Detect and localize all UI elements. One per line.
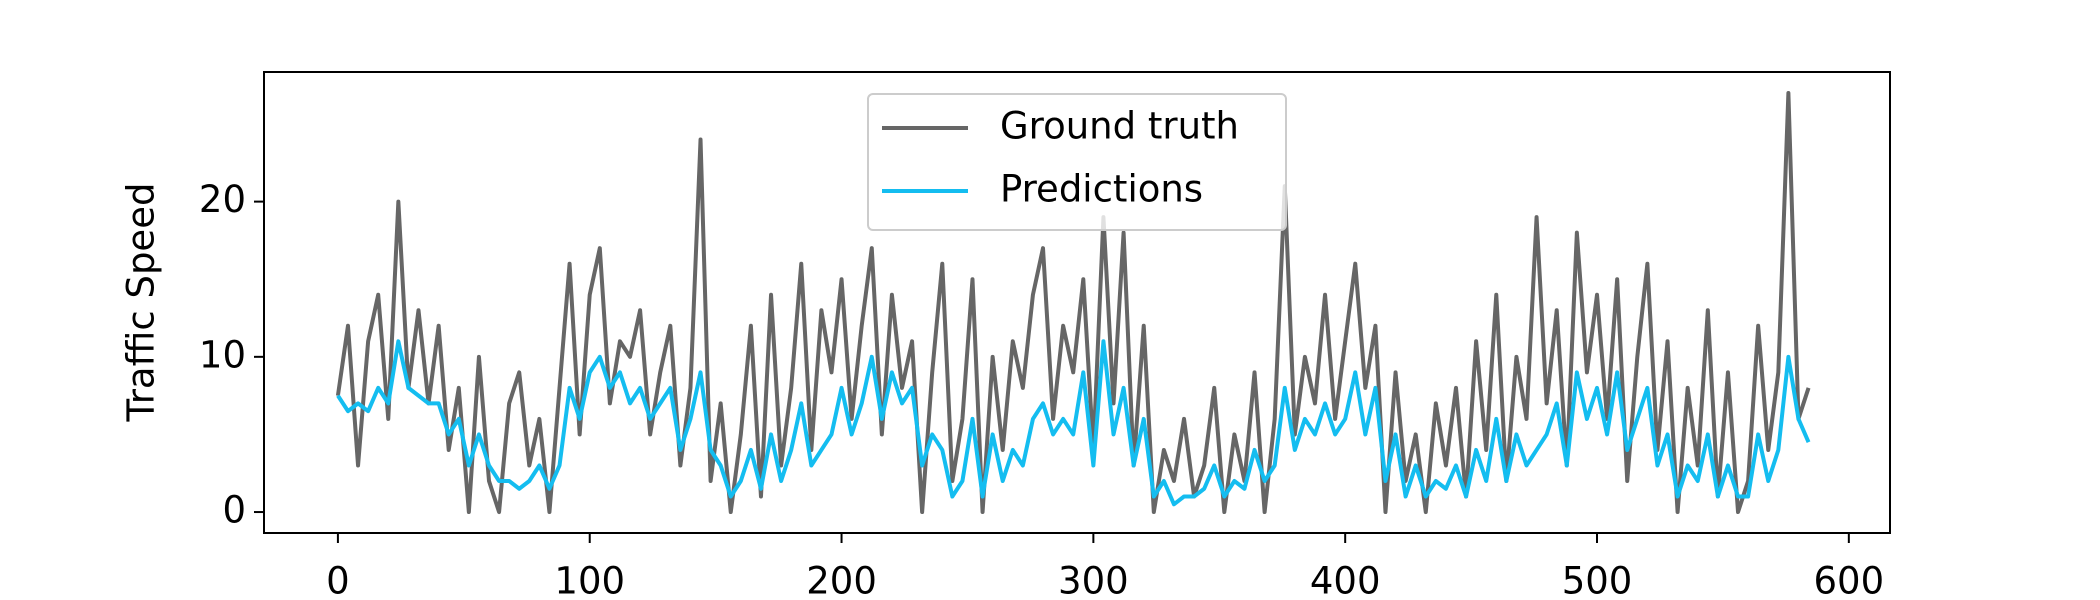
y-axis-label: Traffic Speed: [120, 183, 163, 423]
y-tick-label: 20: [199, 178, 246, 221]
legend-label: Ground truth: [1000, 105, 1239, 148]
legend-box: [867, 93, 1287, 231]
x-tick-label: 400: [1310, 560, 1381, 600]
x-tick-label: 600: [1814, 560, 1885, 600]
y-tick-label: 0: [222, 489, 246, 532]
x-tick-label: 0: [326, 560, 350, 600]
plot-frame: [263, 71, 1891, 534]
series-line: [336, 339, 1811, 507]
x-tick-label: 500: [1562, 560, 1633, 600]
y-tick-label: 10: [199, 333, 246, 376]
legend-label: Predictions: [1000, 168, 1203, 211]
x-tick-label: 300: [1058, 560, 1129, 600]
x-tick-label: 100: [554, 560, 625, 600]
series-line: [335, 90, 1811, 515]
x-tick-label: 200: [806, 560, 877, 600]
